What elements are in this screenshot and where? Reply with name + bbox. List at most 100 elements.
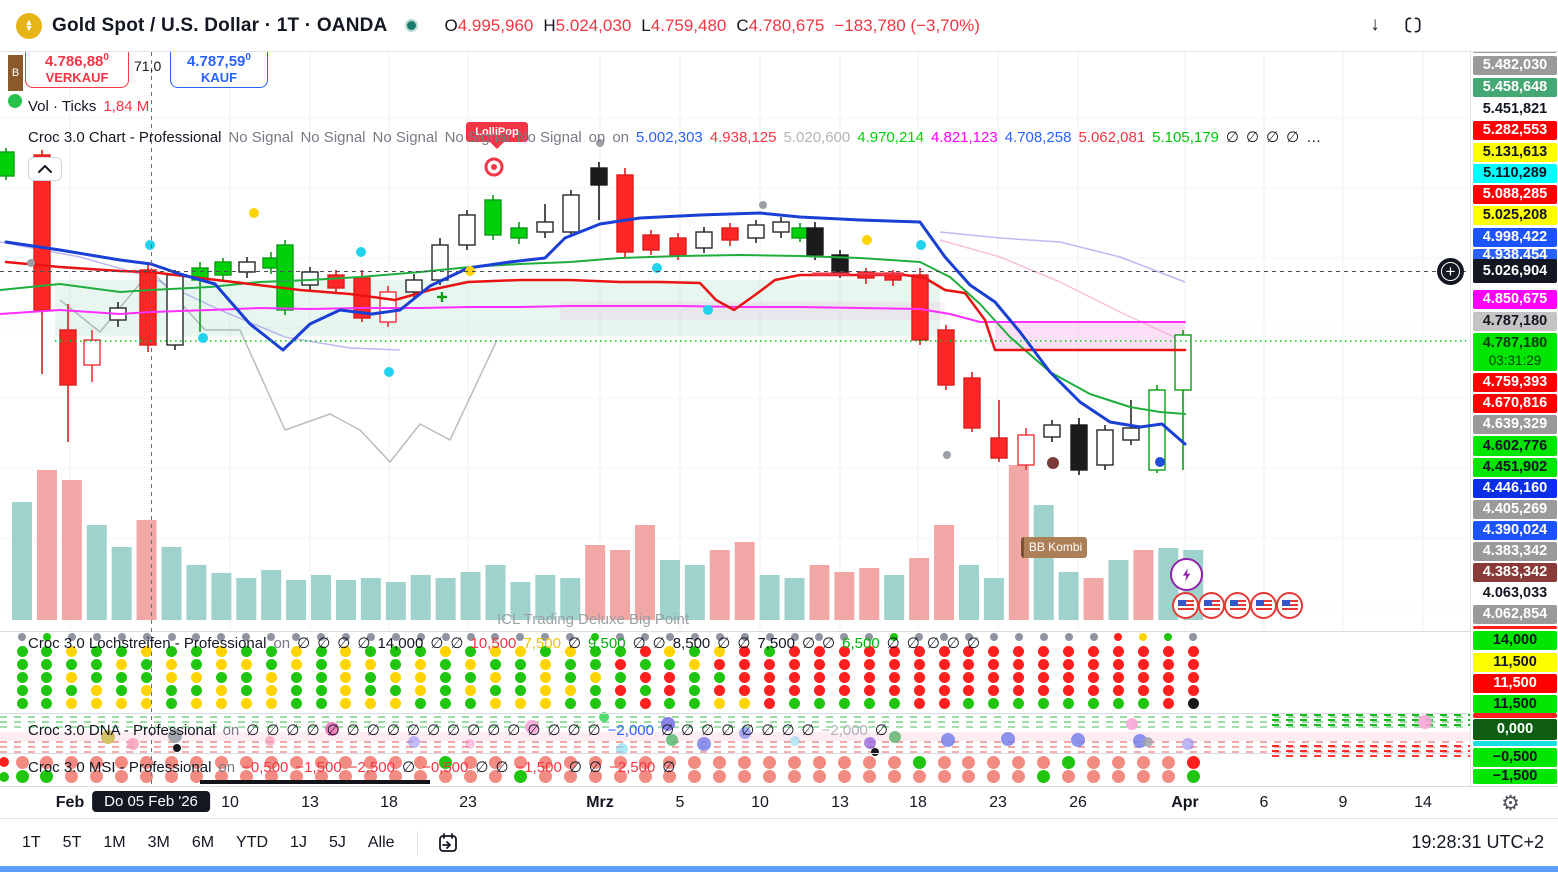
dna-dash-row [0, 741, 1558, 743]
indicator-dot [715, 633, 724, 641]
legend-token: on [222, 721, 240, 739]
indicator-dot [1038, 658, 1050, 670]
legend-token: ∅ [926, 635, 940, 652]
sell-button[interactable]: 4.786,880 VERKAUF [25, 45, 129, 88]
indicator-title[interactable]: Croc 3.0 DNA - Professional [28, 721, 216, 739]
range-button-1m[interactable]: 1M [103, 833, 126, 851]
clock-timezone[interactable]: 19:28:31 UTC+2 [1411, 832, 1544, 852]
price-scale-label: 4.446,160 [1473, 479, 1557, 498]
indicator-title[interactable]: Croc 3.0 Chart - Professional [28, 128, 222, 146]
indicator-dot [764, 697, 776, 709]
price-chart-canvas[interactable] [0, 52, 1470, 630]
price-scale-label: 5.025,208 [1473, 206, 1557, 225]
pane-separator[interactable] [0, 753, 1558, 754]
range-button-5j[interactable]: 5J [328, 833, 346, 851]
icl-watermark-text: ICL Trading Deluxe Big Point [497, 611, 690, 628]
legend-token: ∅ [1266, 129, 1280, 146]
indicator-dot [663, 755, 677, 769]
economic-event-flag-icon[interactable] [1224, 592, 1251, 619]
price-scale-label: 4.383,342 [1473, 542, 1557, 561]
legend-token: ∅ [737, 635, 751, 652]
indicator-blob [871, 748, 879, 756]
price-scale-label: 4.383,342 [1473, 563, 1557, 582]
indicator-dot [514, 645, 526, 657]
legend-token: 5.105,179 [1152, 128, 1219, 146]
legend-token: ∅ [886, 635, 900, 652]
indicator-dot [739, 684, 751, 696]
indicator-dot [290, 697, 302, 709]
indicator-dot [115, 769, 129, 783]
legend-token: −2,000 [821, 721, 868, 739]
indicator-dot [340, 645, 352, 657]
indicator-dot [414, 769, 428, 783]
range-button-alle[interactable]: Alle [367, 833, 395, 851]
axis-settings-gear-icon[interactable]: ⚙ [1501, 792, 1520, 815]
indicator-dot [765, 633, 774, 641]
indicator-dot [812, 769, 826, 783]
indicator-dot [763, 755, 777, 769]
economic-event-flag-icon[interactable] [1198, 592, 1225, 619]
indicator-dot [1136, 755, 1150, 769]
pane-separator[interactable] [0, 631, 1558, 632]
indicator-dot [217, 633, 226, 641]
broker-status-icon [8, 94, 22, 108]
range-button-1t[interactable]: 1T [22, 833, 41, 851]
indicator-dot [863, 645, 875, 657]
range-button-ytd[interactable]: YTD [236, 833, 269, 851]
indicator-dot [1063, 697, 1075, 709]
scroll-to-price-icon[interactable]: ↓ [1370, 14, 1380, 35]
economic-event-flag-icon[interactable] [1172, 592, 1199, 619]
range-button-1j[interactable]: 1J [290, 833, 307, 851]
indicator-dot [663, 769, 677, 783]
range-button-5t[interactable]: 5T [62, 833, 82, 851]
indicator-dot [589, 671, 601, 683]
volume-legend-title[interactable]: Vol · Ticks [28, 98, 97, 115]
chart-header-bar: ▲ ▼ Gold Spot / U.S. Dollar · 1T · OANDA … [0, 0, 1558, 52]
pane-separator[interactable] [0, 713, 1558, 714]
indicator-dot [190, 684, 202, 696]
buy-button[interactable]: 4.787,590 KAUF [170, 45, 268, 88]
economic-event-flag-icon[interactable] [1250, 592, 1277, 619]
indicator-title[interactable]: Croc 3.0 Lochstreifen - Professional [28, 634, 267, 652]
indicator-dot [813, 697, 825, 709]
add-alert-plus-button[interactable]: + [1437, 258, 1464, 285]
dna-dash-row [0, 721, 1558, 723]
legend-token: ∅ [286, 722, 300, 739]
indicator-title[interactable]: Croc 3.0 MSI - Professional [28, 758, 212, 776]
indicator-dot [91, 671, 103, 683]
collapse-legend-button[interactable] [28, 157, 62, 181]
price-scale-label: 5.088,285 [1473, 185, 1557, 204]
symbol-title[interactable]: Gold Spot / U.S. Dollar · 1T · OANDA [52, 14, 388, 36]
indicator-dot [1038, 697, 1050, 709]
indicator-dot [1064, 633, 1073, 641]
indicator-dot [739, 645, 751, 657]
time-axis[interactable]: ⚙ Feb Do 05 Feb '26 10 13 18 23 Mrz 5 10 13 18 23 26… [0, 786, 1558, 818]
range-button-3m[interactable]: 3M [147, 833, 170, 851]
lightning-event-icon[interactable] [1170, 558, 1203, 591]
legend-token: ∅ [547, 722, 561, 739]
indicator-dot [614, 697, 626, 709]
indicator-dot [664, 697, 676, 709]
indicator-dot [863, 684, 875, 696]
legend-token: ∅ [527, 722, 541, 739]
price-scale-label: 4.063,033 [1482, 585, 1548, 601]
indicator-dot [1062, 769, 1076, 783]
indicator-dot [1012, 755, 1026, 769]
indicator-dot [416, 633, 425, 641]
economic-event-flag-icon[interactable] [1276, 592, 1303, 619]
indicator-dot [1136, 769, 1150, 783]
indicator-dot [988, 645, 1000, 657]
indicator-dot [1014, 633, 1023, 641]
indicator-dot [1037, 769, 1051, 783]
lollipop-signal-label: LolliPop [466, 122, 528, 149]
price-scale[interactable]: 5.514,8995.505,7665.505,7665.482,0305.45… [1470, 0, 1558, 786]
go-to-date-button[interactable] [436, 831, 460, 855]
indicator-dot [589, 645, 601, 657]
indicator-dot [239, 755, 253, 769]
indicator-dot [616, 633, 625, 641]
indicator-dot [1088, 671, 1100, 683]
indicator-dot [813, 671, 825, 683]
range-button-6m[interactable]: 6M [191, 833, 215, 851]
indicator-blob [666, 734, 678, 746]
restore-window-icon[interactable] [1398, 10, 1428, 40]
